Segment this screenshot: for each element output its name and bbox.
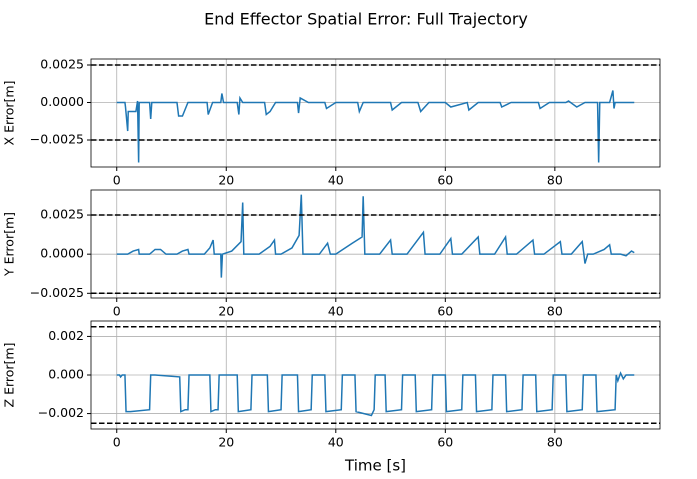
y-tick-label: 0.0000 (40, 246, 84, 261)
y-axis-label: X Error[m] (2, 81, 17, 146)
x-tick-label: 0 (113, 304, 121, 319)
x-tick-label: 40 (328, 435, 344, 450)
axes-frame (90, 58, 661, 168)
figure-title: End Effector Spatial Error: Full Traject… (204, 10, 528, 29)
x-tick-label: 40 (328, 173, 344, 188)
x-tick-label: 0 (113, 173, 121, 188)
y-tick-label: −0.0025 (30, 132, 84, 147)
y-tick-label: 0.000 (48, 367, 84, 382)
y-axis-label: Z Error[m] (2, 343, 17, 408)
axes-frame (90, 320, 661, 430)
x-tick-label: 0 (113, 435, 121, 450)
x-tick-label: 20 (218, 435, 234, 450)
data-line (116, 194, 635, 278)
x-tick-label: 80 (547, 173, 563, 188)
x-tick-label: 60 (437, 304, 453, 319)
y-axis-label: Y Error[m] (2, 212, 17, 277)
data-line (116, 371, 635, 417)
y-tick-label: −0.002 (38, 405, 84, 420)
data-line (116, 90, 635, 163)
x-axis-label: Time [s] (344, 457, 406, 475)
y-tick-label: 0.0025 (40, 207, 84, 222)
x-tick-label: 40 (328, 304, 344, 319)
y-tick-label: 0.002 (48, 328, 84, 343)
x-tick-label: 60 (437, 435, 453, 450)
x-tick-label: 20 (218, 173, 234, 188)
x-tick-label: 80 (547, 435, 563, 450)
axes-frame (90, 189, 661, 299)
x-tick-label: 80 (547, 304, 563, 319)
y-tick-label: 0.0000 (40, 94, 84, 109)
x-tick-label: 60 (437, 173, 453, 188)
y-tick-label: 0.0025 (40, 57, 84, 72)
y-tick-label: −0.0025 (30, 285, 84, 300)
x-tick-label: 20 (218, 304, 234, 319)
